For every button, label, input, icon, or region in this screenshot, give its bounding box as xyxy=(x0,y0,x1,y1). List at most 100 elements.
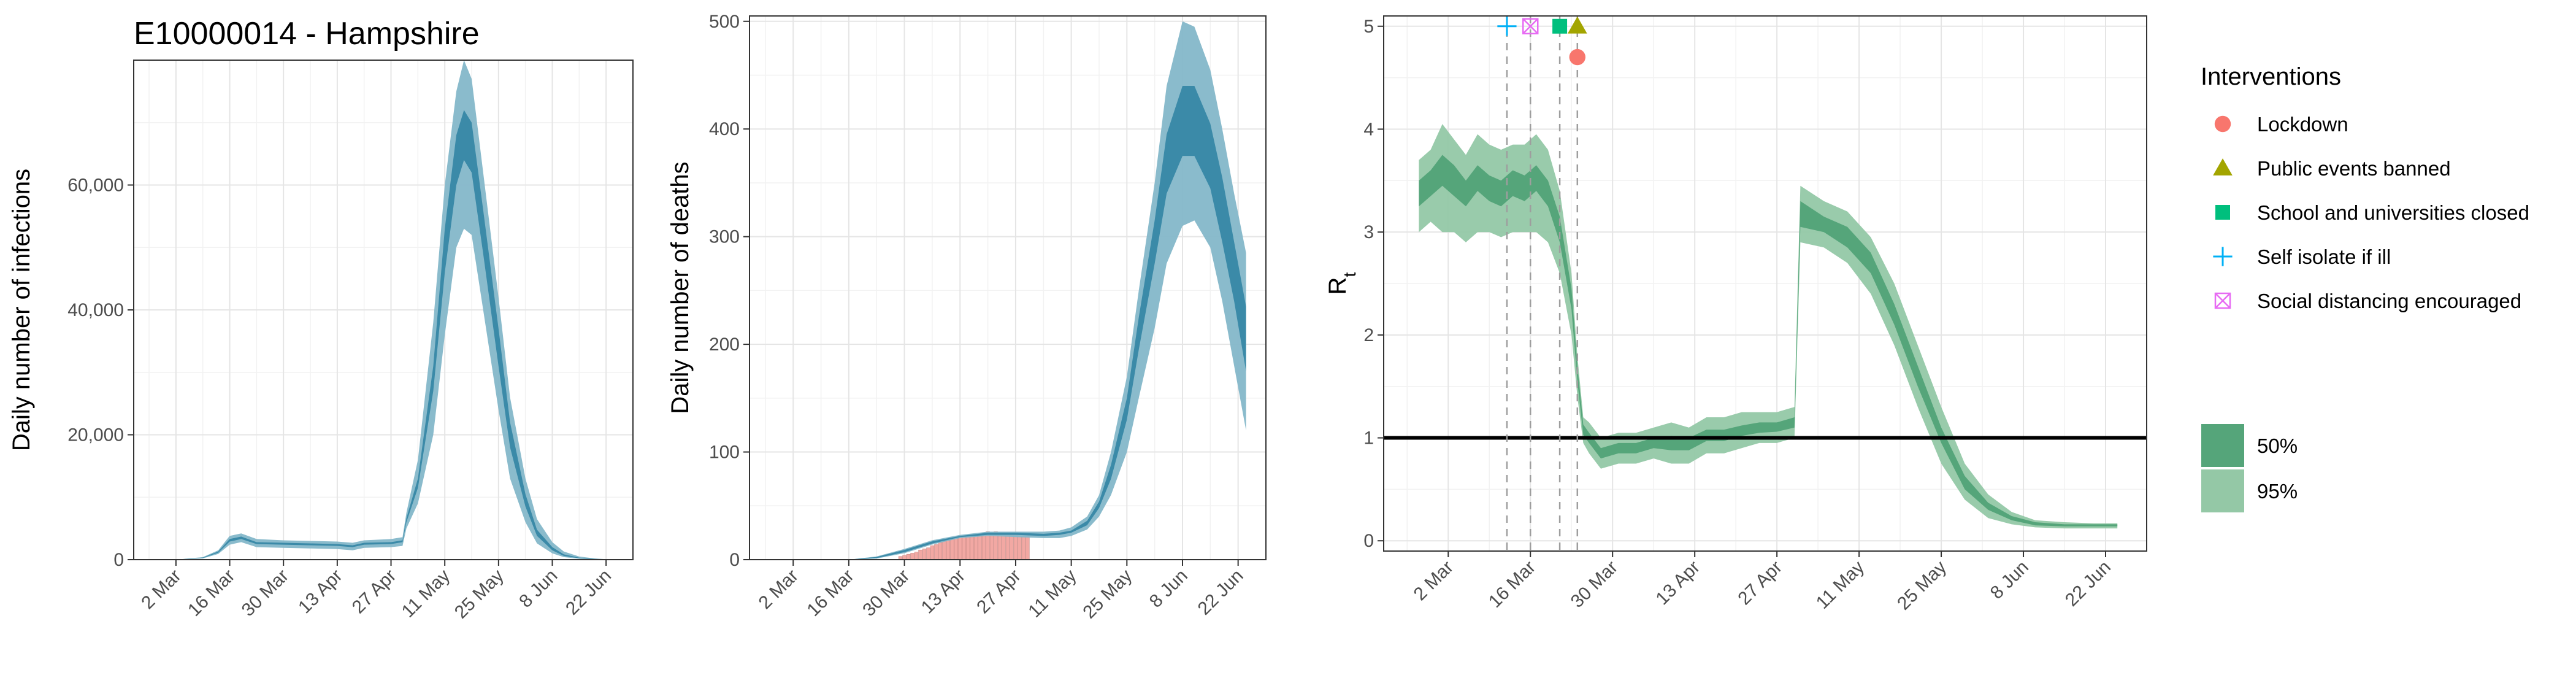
intervention-marker xyxy=(1567,16,1587,34)
observed-death-bar xyxy=(1021,536,1026,560)
observed-death-bar xyxy=(997,532,1002,560)
observed-death-bar xyxy=(1013,534,1018,560)
observed-death-bar xyxy=(962,536,966,560)
legend: Interventions Lockdown Public events banne… xyxy=(2200,63,2529,514)
y-tick-label: 0 xyxy=(1363,531,1374,551)
ribbon-95pct xyxy=(175,60,618,560)
observed-death-bar xyxy=(918,549,922,560)
y-axis-title: Daily number of infections xyxy=(8,169,35,451)
observed-death-bar xyxy=(1010,534,1014,560)
ribbon-50pct xyxy=(1419,155,2118,527)
x-tick-label: 8 Jun xyxy=(1987,557,2033,603)
legend-label: Self isolate if ill xyxy=(2257,245,2391,268)
intervention-marker xyxy=(1569,48,1585,66)
observed-death-bar xyxy=(973,534,978,560)
x-tick-label: 25 May xyxy=(451,566,508,623)
observed-death-bar xyxy=(938,542,943,560)
x-tick-label: 2 Mar xyxy=(1410,557,1458,605)
x-tick-label: 30 Mar xyxy=(238,566,293,620)
legend-label: Public events banned xyxy=(2257,157,2451,180)
x-tick-label: 13 Apr xyxy=(1652,557,1704,609)
x-tick-label: 27 Apr xyxy=(1734,557,1786,609)
x-tick-label: 30 Mar xyxy=(1567,557,1622,612)
y-tick-label: 100 xyxy=(709,442,740,463)
y-tick-label: 0 xyxy=(113,550,124,570)
y-tick-label: 60,000 xyxy=(67,176,124,196)
observed-death-bar xyxy=(926,547,930,560)
y-tick-label: 20,000 xyxy=(67,425,124,446)
legend-interval-key xyxy=(2200,423,2245,468)
observed-death-bar xyxy=(981,532,986,560)
x-tick-label: 25 May xyxy=(1893,557,1950,614)
observed-death-bar xyxy=(970,536,974,560)
legend-label: School and universities closed xyxy=(2257,201,2529,224)
legend-marker xyxy=(2214,292,2231,309)
panel-3: 0 1 2 3 4 5 2 Mar 16 Mar 30 Mar 13 Apr 27 Apr 11 Ma… xyxy=(1324,15,2147,614)
x-tick-label: 16 Mar xyxy=(184,566,239,620)
y-tick-label: 0 xyxy=(729,550,740,570)
x-tick-label: 8 Jun xyxy=(1146,566,1192,612)
x-tick-label: 13 Apr xyxy=(918,566,970,618)
observed-death-bar xyxy=(914,552,919,560)
observed-death-bar xyxy=(906,554,911,560)
y-tick-label: 40,000 xyxy=(67,300,124,320)
observed-death-bar xyxy=(1005,533,1010,560)
legend-interval-label: 50% xyxy=(2257,434,2298,457)
y-tick-label: 3 xyxy=(1363,222,1374,242)
panel-border xyxy=(1383,15,2147,552)
observed-death-bar xyxy=(978,533,982,560)
observed-death-bar xyxy=(942,541,946,560)
x-tick-label: 22 Jun xyxy=(2061,557,2115,611)
legend-marker xyxy=(2213,158,2233,176)
y-tick-label: 200 xyxy=(709,334,740,355)
y-tick-label: 2 xyxy=(1363,325,1374,345)
y-axis-title: Rt xyxy=(1324,272,1359,295)
legend-interval-key xyxy=(2200,468,2245,514)
observed-death-bar xyxy=(1018,536,1022,560)
ribbon-50pct xyxy=(175,110,618,560)
x-tick-label: 22 Jun xyxy=(1194,566,1248,619)
intervention-marker xyxy=(1522,18,1539,35)
observed-death-bar xyxy=(958,536,962,560)
y-axis-title-subscript: t xyxy=(1340,272,1359,277)
observed-death-bar xyxy=(934,544,938,560)
x-tick-label: 11 May xyxy=(1024,566,1080,622)
x-tick-label: 30 Mar xyxy=(859,566,913,620)
x-tick-label: 2 Mar xyxy=(137,566,185,614)
x-tick-label: 22 Jun xyxy=(562,566,615,619)
y-tick-label: 4 xyxy=(1363,119,1374,139)
y-axis-title: Daily number of deaths xyxy=(667,161,694,414)
x-tick-label: 11 May xyxy=(1812,557,1868,613)
legend-marker-cross xyxy=(2215,293,2231,309)
observed-death-bar xyxy=(1025,536,1030,560)
legend-marker xyxy=(2213,247,2233,266)
observed-death-bar xyxy=(1002,533,1006,560)
observed-death-bar xyxy=(922,549,927,560)
ribbon-50pct xyxy=(848,86,1246,560)
x-tick-label: 2 Mar xyxy=(755,566,803,614)
y-tick-label: 5 xyxy=(1363,17,1374,37)
x-tick-label: 27 Apr xyxy=(348,566,401,618)
observed-death-bar xyxy=(989,532,994,560)
observed-death-bar xyxy=(902,555,907,560)
ribbon-95pct xyxy=(848,21,1246,560)
ribbon-95pct xyxy=(1419,124,2118,529)
chart-title: E10000014 - Hampshire xyxy=(134,16,480,52)
intervention-marker-cross xyxy=(1522,18,1539,34)
x-tick-label: 16 Mar xyxy=(803,566,858,620)
legend-marker xyxy=(2214,115,2231,133)
intervention-marker xyxy=(1552,18,1568,34)
legend-label: Social distancing encouraged xyxy=(2257,290,2521,312)
panel-border xyxy=(749,15,1267,560)
x-tick-label: 8 Jun xyxy=(515,566,561,612)
legend-marker xyxy=(2215,205,2230,220)
x-tick-label: 27 Apr xyxy=(973,566,1025,618)
observed-death-bar xyxy=(950,539,954,560)
y-tick-label: 400 xyxy=(709,119,740,139)
legend-label: Lockdown xyxy=(2257,113,2348,136)
y-tick-label: 300 xyxy=(709,227,740,247)
x-tick-label: 13 Apr xyxy=(294,566,347,618)
